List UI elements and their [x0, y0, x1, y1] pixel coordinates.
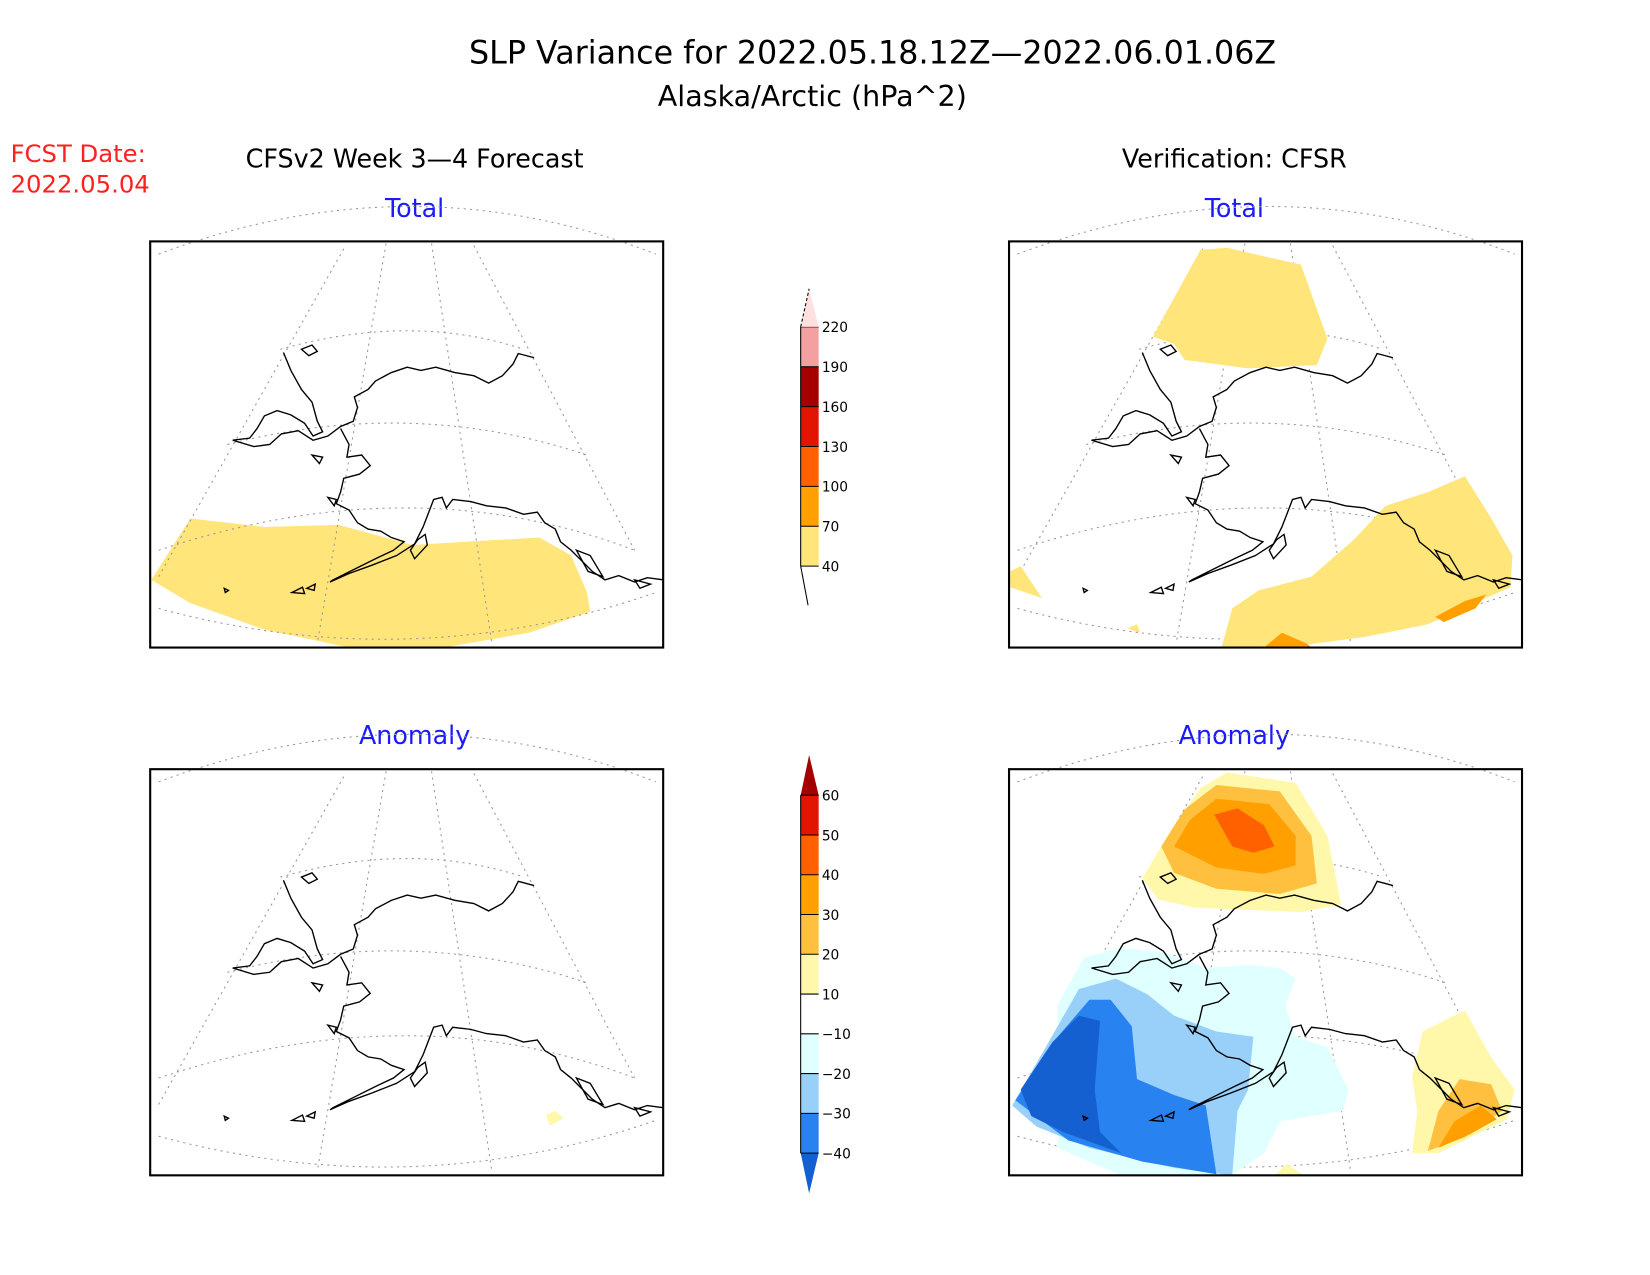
contour-fill-40-70 — [1221, 476, 1513, 648]
colorbar-outline — [800, 288, 810, 327]
colorbar-swatch — [800, 446, 819, 487]
colorbar-bottom-triangle — [800, 1153, 819, 1194]
colorbar-tick-label: −30 — [822, 1107, 851, 1123]
colorbar-tick-label: 130 — [822, 440, 848, 456]
colorbar-swatch — [800, 526, 819, 567]
contour-fill-40-70 — [1010, 566, 1042, 598]
colorbar-swatch — [800, 834, 819, 875]
map-frame — [1007, 240, 1524, 649]
colorbar-swatch — [800, 486, 819, 527]
colorbar-swatch — [800, 1073, 819, 1114]
colorbar-swatch — [800, 954, 819, 995]
fcst-date-value: 2022.05.04 — [11, 170, 150, 199]
contour-fill-70-100 — [1435, 594, 1487, 623]
colorbar-tick-label: 70 — [822, 520, 840, 536]
panel-title-top-left: Total — [384, 193, 444, 223]
colorbar-tick-label: 30 — [822, 908, 840, 924]
colorbar-tick-label: 40 — [822, 868, 840, 884]
map-verification-anomaly — [1007, 733, 1524, 1177]
colorbar-top-triangle — [800, 288, 819, 327]
contour-fill-40-70 — [1127, 624, 1141, 633]
colorbar-swatch — [800, 1033, 819, 1074]
colorbar-tick-label: 160 — [822, 400, 848, 416]
colorbar-total: 40 70 100 130 160 190 220 — [800, 288, 848, 606]
left-column-title: CFSv2 Week 3—4 Forecast — [246, 143, 584, 173]
figure-title: SLP Variance for 2022.05.18.12Z—2022.06.… — [469, 36, 1276, 72]
panel-title-top-right: Total — [1204, 193, 1264, 223]
colorbar-swatch — [800, 406, 819, 447]
colorbar-tick-label: 50 — [822, 828, 840, 844]
colorbar-swatch — [800, 994, 819, 1034]
contour-fill-40-70 — [1152, 247, 1328, 369]
colorbar-swatch — [800, 795, 819, 835]
map-frame — [149, 768, 665, 1177]
colorbar-tick-label: 190 — [822, 360, 848, 376]
contour-fill-40-70 — [151, 518, 591, 648]
colorbar-swatch — [800, 1113, 819, 1154]
contour-fill-30-40 — [1438, 1105, 1497, 1148]
map-forecast-total — [149, 205, 665, 649]
colorbar-tick-label: 60 — [822, 788, 840, 804]
colorbar-outline — [800, 566, 809, 606]
colorbar-anomaly: −40 −30 −20 −10 10 20 30 40 50 60 — [800, 755, 851, 1194]
colorbar-swatch — [800, 366, 819, 407]
map-forecast-anomaly — [149, 733, 665, 1177]
colorbar-tick-label: 100 — [822, 480, 848, 496]
map-frame — [149, 240, 665, 649]
map-frame — [1007, 768, 1524, 1177]
fcst-date-label: FCST Date: — [11, 139, 146, 168]
colorbar-tick-label: 10 — [822, 987, 840, 1003]
colorbar-swatch — [800, 874, 819, 915]
colorbar-swatch — [800, 914, 819, 955]
right-column-title: Verification: CFSR — [1122, 143, 1347, 173]
colorbar-top-triangle — [800, 755, 819, 796]
colorbar-tick-label: 40 — [822, 559, 840, 575]
colorbar-tick-label: 220 — [822, 320, 848, 336]
contour-fill-10-20 — [1274, 1163, 1304, 1176]
contour-fill-40-50 — [1214, 808, 1275, 853]
figure-subtitle: Alaska/Arctic (hPa^2) — [658, 79, 967, 113]
contour-fill-below-neg40 — [1020, 1015, 1122, 1154]
colorbar-tick-label: 20 — [822, 948, 840, 964]
colorbar-swatch — [800, 326, 819, 367]
contour-fill-70-100 — [1263, 632, 1312, 648]
colorbar-tick-label: −40 — [822, 1146, 851, 1162]
colorbar-tick-label: −10 — [822, 1027, 851, 1043]
colorbar-tick-label: −20 — [822, 1067, 851, 1083]
contour-fill-10-20 — [545, 1110, 564, 1126]
map-verification-total — [1007, 205, 1524, 649]
